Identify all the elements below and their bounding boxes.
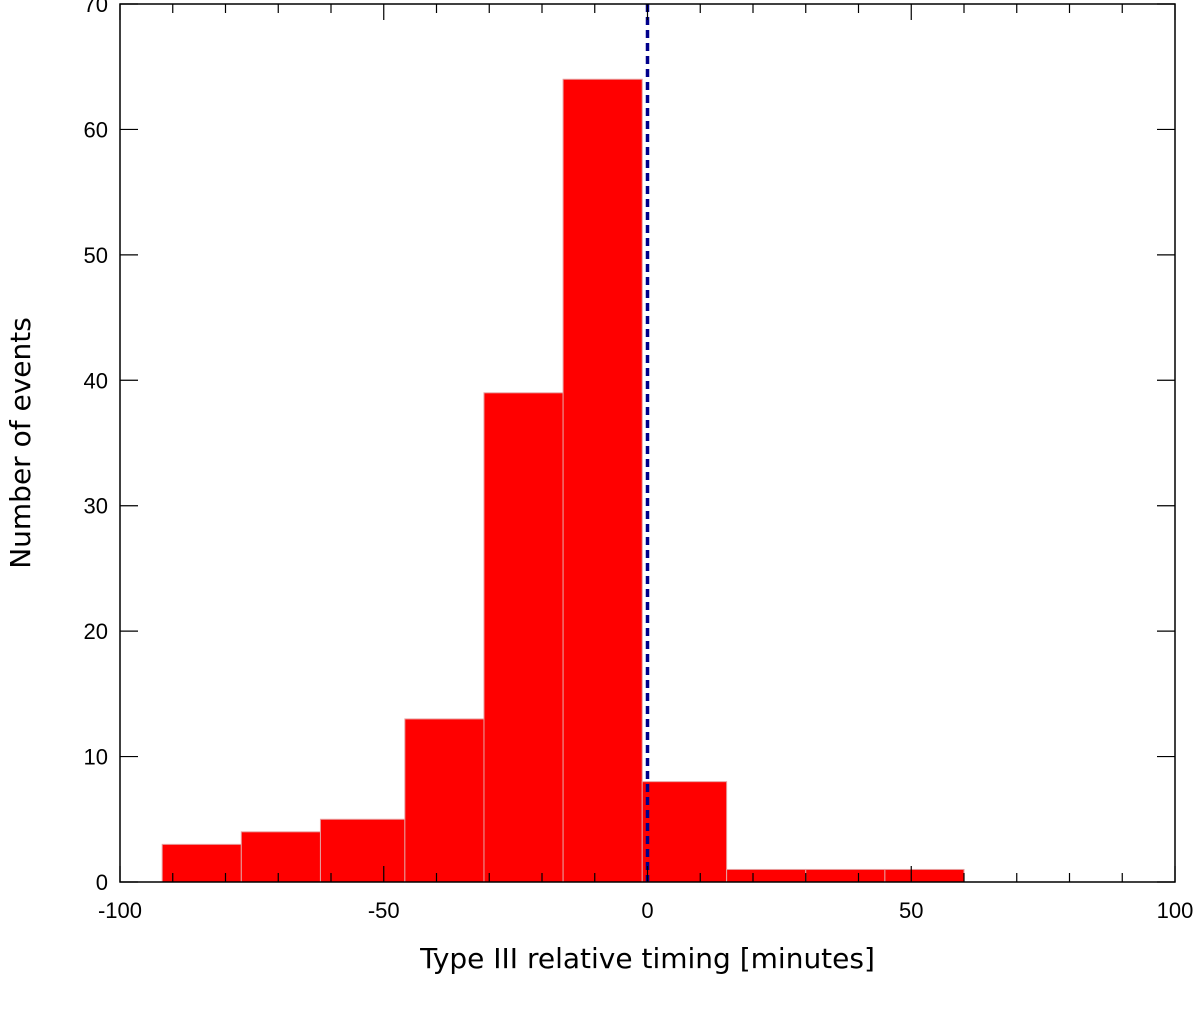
bars-group [161,78,965,883]
x-tick-label: -50 [368,898,400,923]
histogram-bar-5 [562,78,643,883]
histogram-bar-8 [805,868,886,883]
histogram-bar-7 [726,868,807,883]
y-tick-label: 20 [84,619,108,644]
histogram-bar-2 [319,818,406,883]
histogram-bar-4 [483,392,564,883]
y-tick-label: 50 [84,243,108,268]
histogram-bar-3 [404,718,485,883]
x-axis-label: Type III relative timing [minutes] [419,942,875,975]
x-tick-label: 0 [641,898,653,923]
x-tick-label: 50 [899,898,923,923]
x-tick-label: -100 [98,898,142,923]
histogram-bar-6 [641,781,728,883]
y-tick-label: 0 [96,870,108,895]
ticks-group [119,3,1176,883]
histogram-bar-1 [240,831,321,883]
y-axis-label: Number of events [4,317,37,569]
y-tick-label: 40 [84,368,108,393]
x-tick-label: 100 [1157,898,1194,923]
y-tick-label: 60 [84,117,108,142]
tick-labels-group: -100 -50 0 50 100 0 10 20 30 40 50 60 70 [84,0,1194,923]
y-tick-label: 10 [84,745,108,770]
histogram-bar-9 [884,868,965,883]
y-tick-label: 30 [84,494,108,519]
histogram-bar-0 [161,843,242,883]
y-tick-label: 70 [84,0,108,17]
